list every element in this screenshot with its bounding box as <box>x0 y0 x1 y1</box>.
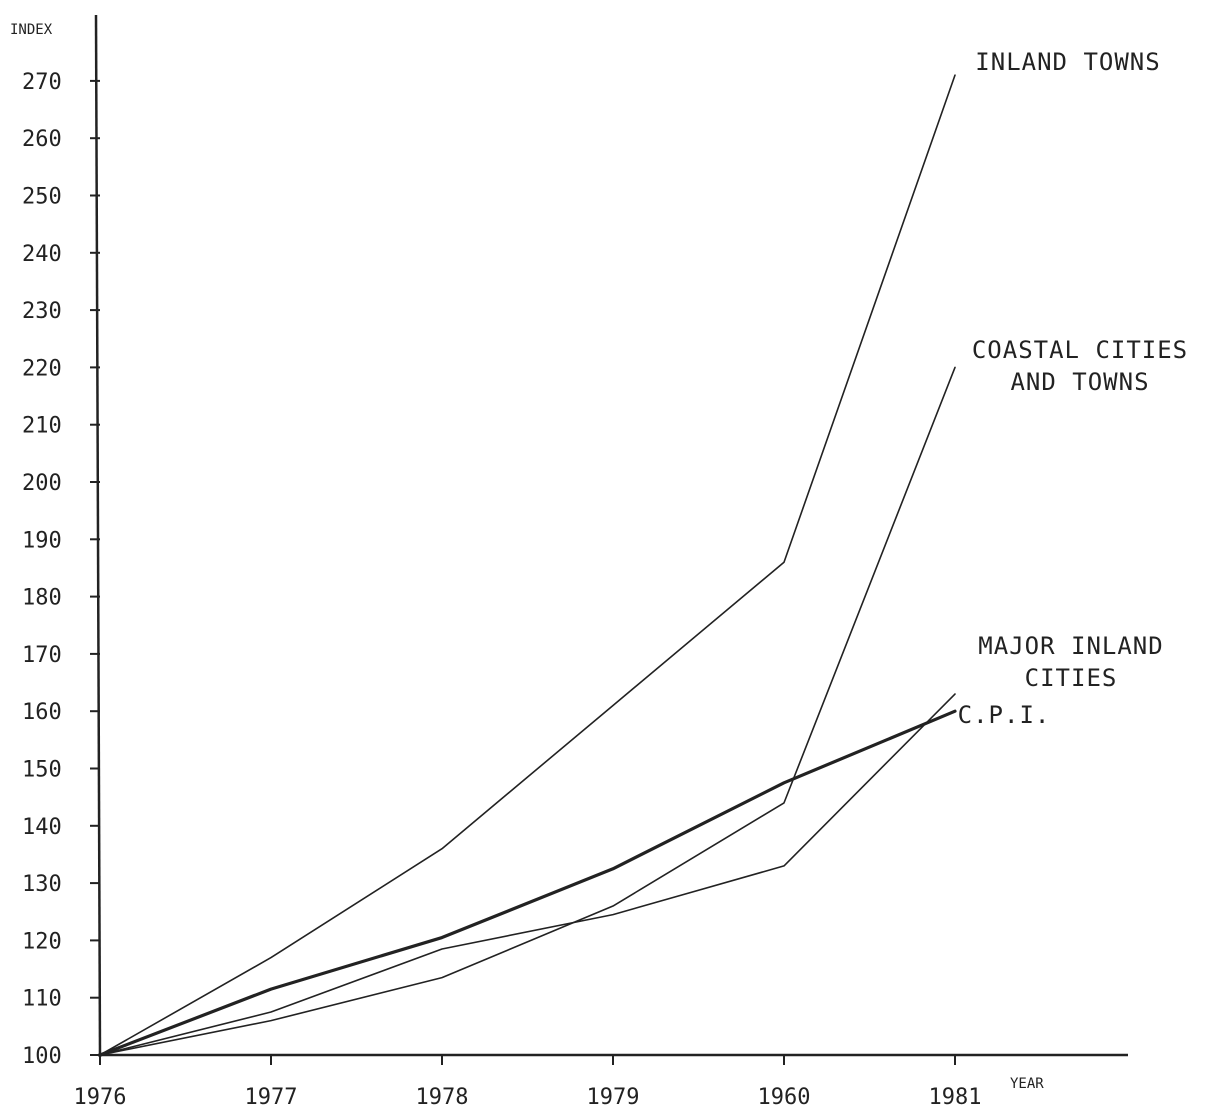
x-tick-label: 1978 <box>416 1085 469 1110</box>
series-line-c-p-i <box>98 709 957 1057</box>
y-tick-label: 140 <box>22 815 62 840</box>
y-tick-label: 190 <box>22 528 62 553</box>
y-tick-label: 240 <box>22 242 62 267</box>
y-tick-label: 260 <box>22 127 62 152</box>
y-tick-label: 100 <box>22 1044 62 1069</box>
y-tick-label: 210 <box>22 414 62 439</box>
x-tick-label: 1981 <box>929 1085 982 1110</box>
x-tick-label: 1960 <box>758 1085 811 1110</box>
series-line-inland-towns <box>99 74 956 1056</box>
x-tick-label: 1976 <box>74 1085 127 1110</box>
y-tick-label: 180 <box>22 586 62 611</box>
series-lines <box>98 74 957 1057</box>
y-tick-label: 230 <box>22 299 62 324</box>
y-tick-label: 200 <box>22 471 62 496</box>
y-axis-line <box>94 14 102 1058</box>
series-label: CITIES <box>1025 664 1118 692</box>
series-label: AND TOWNS <box>1010 368 1149 396</box>
y-tick-label: 120 <box>22 929 62 954</box>
y-tick-label: 220 <box>22 356 62 381</box>
series-label: COASTAL CITIES <box>972 336 1188 364</box>
x-tick-label: 1977 <box>245 1085 298 1110</box>
y-axis-title: INDEX <box>10 22 53 38</box>
y-tick-label: 150 <box>22 758 62 783</box>
y-tick-label: 110 <box>22 987 62 1012</box>
series-label: INLAND TOWNS <box>975 48 1160 76</box>
y-tick-label: 250 <box>22 185 62 210</box>
x-tick-label: 1979 <box>587 1085 640 1110</box>
y-tick-label: 130 <box>22 872 62 897</box>
y-tick-label: 270 <box>22 70 62 95</box>
y-tick-label: 160 <box>22 700 62 725</box>
y-tick-label: 170 <box>22 643 62 668</box>
series-label: C.P.I. <box>958 701 1051 729</box>
tick-group: 100 110 120 130 140 150 160 170 180 190 200 210 220 2… <box>22 70 981 1110</box>
series-label: MAJOR INLAND <box>978 632 1163 660</box>
x-axis-title: YEAR <box>1010 1076 1044 1092</box>
series-line-coastal-cities-and-towns <box>99 366 956 1056</box>
series-labels: INLAND TOWNS COASTAL CITIES AND TOWNS MAJOR… <box>958 48 1188 729</box>
series-line-major-inland-cities <box>99 693 956 1056</box>
